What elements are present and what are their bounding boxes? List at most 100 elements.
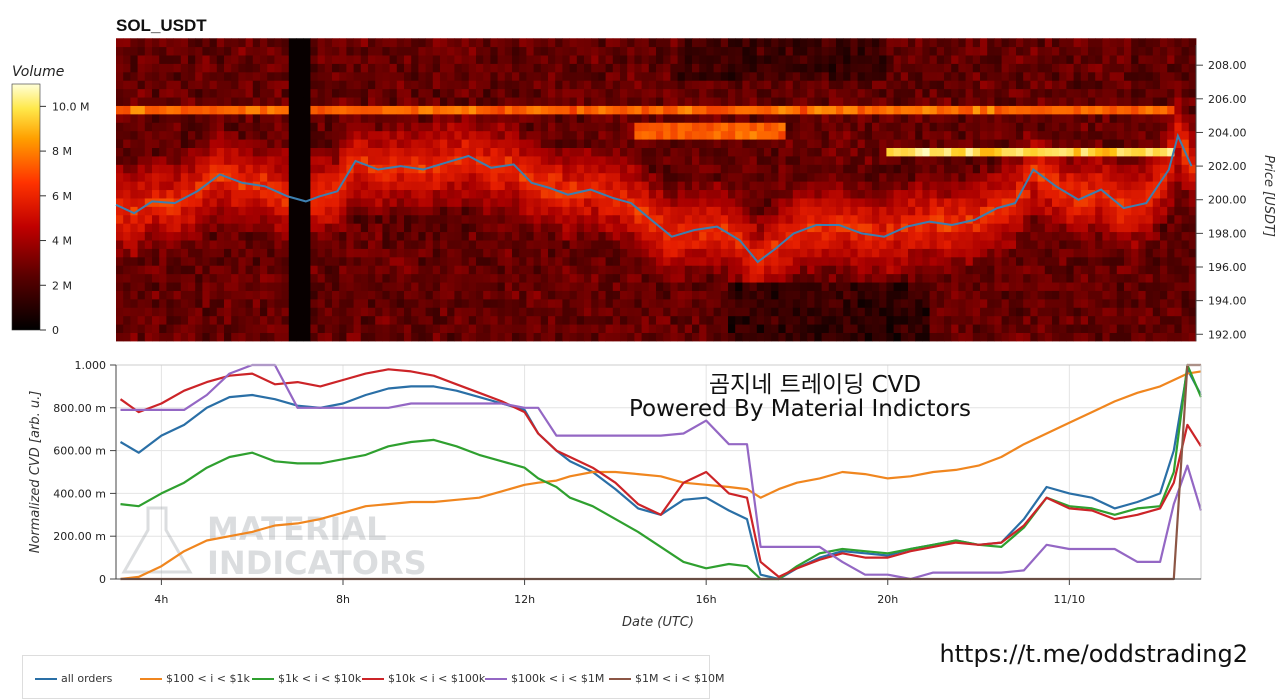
heatmap-cell — [1110, 265, 1118, 274]
heatmap-cell — [706, 139, 714, 148]
heatmap-cell — [915, 249, 923, 258]
heatmap-cell — [382, 257, 390, 266]
heatmap-cell — [534, 97, 542, 106]
heatmap-cell — [1009, 333, 1017, 342]
heatmap-cell — [318, 131, 326, 140]
heatmap-cell — [325, 333, 333, 342]
heatmap-cell — [224, 215, 232, 224]
heatmap-cell — [505, 282, 513, 291]
heatmap-cell — [289, 122, 297, 131]
heatmap-cell — [620, 164, 628, 173]
heatmap-cell — [577, 181, 585, 190]
heatmap-cell — [850, 139, 858, 148]
heatmap-cell — [742, 190, 750, 199]
heatmap-cell — [836, 72, 844, 81]
heatmap-cell — [750, 173, 758, 182]
heatmap-cell — [879, 38, 887, 47]
heatmap-cell — [555, 97, 563, 106]
heatmap-cell — [591, 122, 599, 131]
heatmap-cell — [822, 257, 830, 266]
heatmap-cell — [519, 223, 527, 232]
heatmap-cell — [699, 114, 707, 123]
heatmap-cell — [894, 64, 902, 73]
heatmap-cell — [440, 173, 448, 182]
heatmap-cell — [483, 47, 491, 56]
heatmap-cell — [447, 38, 455, 47]
heatmap-cell — [238, 198, 246, 207]
heatmap-cell — [382, 291, 390, 300]
heatmap-cell — [1095, 156, 1103, 165]
heatmap-cell — [174, 139, 182, 148]
heatmap-cell — [346, 190, 354, 199]
heatmap-cell — [620, 122, 628, 131]
heatmap-cell — [951, 265, 959, 274]
heatmap-cell — [721, 274, 729, 283]
heatmap-cell — [217, 291, 225, 300]
heatmap-cell — [195, 265, 203, 274]
heatmap-cell — [534, 156, 542, 165]
heatmap-cell — [994, 156, 1002, 165]
heatmap-cell — [1095, 240, 1103, 249]
heatmap-cell — [152, 240, 160, 249]
heatmap-cell — [800, 181, 808, 190]
heatmap-cell — [512, 307, 520, 316]
heatmap-cell — [793, 139, 801, 148]
heatmap-cell — [728, 156, 736, 165]
heatmap-cell — [289, 291, 297, 300]
heatmap-cell — [188, 291, 196, 300]
heatmap-cell — [390, 55, 398, 64]
heatmap-cell — [404, 72, 412, 81]
heatmap-cell — [411, 72, 419, 81]
heatmap-cell — [361, 240, 369, 249]
heatmap-cell — [771, 173, 779, 182]
heatmap-cell — [188, 72, 196, 81]
heatmap-cell — [202, 307, 210, 316]
heatmap-cell — [260, 148, 268, 157]
heatmap-cell — [159, 257, 167, 266]
heatmap-cell — [138, 316, 146, 325]
heatmap-cell — [829, 97, 837, 106]
heatmap-cell — [123, 307, 131, 316]
heatmap-cell — [152, 114, 160, 123]
heatmap-cell — [714, 72, 722, 81]
heatmap-cell — [274, 249, 282, 258]
heatmap-cell — [217, 198, 225, 207]
heatmap-cell — [850, 80, 858, 89]
heatmap-cell — [454, 316, 462, 325]
heatmap-cell — [771, 97, 779, 106]
heatmap-cell — [238, 257, 246, 266]
heatmap-cell — [469, 181, 477, 190]
heatmap-cell — [548, 232, 556, 241]
heatmap-cell — [793, 72, 801, 81]
heatmap-cell — [958, 55, 966, 64]
heatmap-cell — [476, 131, 484, 140]
heatmap-cell — [562, 265, 570, 274]
heatmap-cell — [426, 38, 434, 47]
heatmap-cell — [642, 240, 650, 249]
heatmap-cell — [894, 324, 902, 333]
heatmap-cell — [440, 89, 448, 98]
heatmap-cell — [174, 215, 182, 224]
heatmap-cell — [116, 232, 124, 241]
heatmap-cell — [850, 38, 858, 47]
heatmap-cell — [188, 122, 196, 131]
heatmap-cell — [238, 148, 246, 157]
heatmap-cell — [1023, 291, 1031, 300]
heatmap-cell — [418, 38, 426, 47]
heatmap-cell — [246, 316, 254, 325]
heatmap-cell — [1052, 47, 1060, 56]
heatmap-cell — [714, 173, 722, 182]
heatmap-cell — [858, 139, 866, 148]
heatmap-cell — [822, 206, 830, 215]
heatmap-cell — [310, 97, 318, 106]
heatmap-cell — [210, 282, 218, 291]
heatmap-cell — [656, 55, 664, 64]
heatmap-cell — [699, 89, 707, 98]
heatmap-cell — [865, 47, 873, 56]
heatmap-cell — [706, 249, 714, 258]
heatmap-cell — [361, 148, 369, 157]
heatmap-cell — [210, 122, 218, 131]
heatmap-cell — [1023, 215, 1031, 224]
heatmap-cell — [1095, 249, 1103, 258]
heatmap-cell — [706, 114, 714, 123]
